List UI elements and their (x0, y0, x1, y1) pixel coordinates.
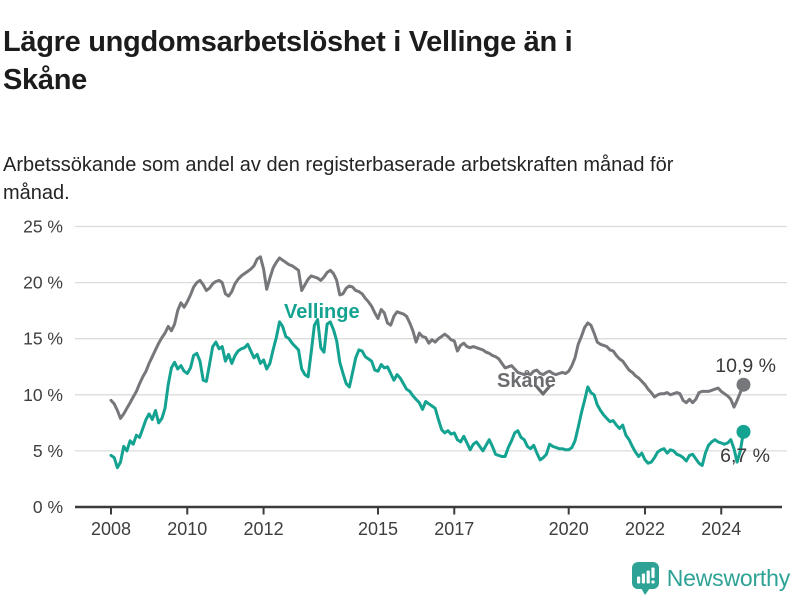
vellinge-end-value-label: 6,7 % (720, 445, 770, 467)
vellinge-line (109, 318, 745, 470)
x-axis-tick-label: 2015 (358, 519, 398, 539)
page-title: Lägre ungdomsarbetslöshet i Vellinge än … (3, 26, 573, 97)
chart-subtitle: Arbetssökande som andel av den registerb… (3, 154, 674, 205)
x-axis-tick-label: 2008 (91, 519, 131, 539)
skane-line (109, 255, 745, 420)
y-axis-tick-label: 15 % (23, 329, 63, 349)
newsworthy-logo[interactable]: Newsworthy (631, 561, 790, 596)
y-axis-tick-label: 5 % (33, 441, 63, 461)
skane-end-value-label: 10,9 % (715, 355, 776, 377)
series-annotation-label: Vellinge (284, 301, 360, 323)
annotation-down-arrow-icon (535, 385, 551, 396)
series-annotation-label: Skåne (497, 369, 556, 392)
x-axis-tick-label: 2024 (701, 519, 741, 539)
x-axis-tick-label: 2017 (434, 519, 474, 539)
newsworthy-logo-text: Newsworthy (666, 565, 790, 591)
newsworthy-bar-chart-speech-bubble-icon (631, 562, 659, 595)
x-axis-tick-label: 2010 (167, 519, 207, 539)
y-axis-tick-label: 0 % (33, 497, 63, 517)
x-axis-tick-label: 2020 (549, 519, 589, 539)
y-axis-tick-label: 25 % (23, 217, 63, 237)
y-axis-tick-label: 20 % (23, 273, 63, 293)
vellinge-end-dot (736, 424, 751, 439)
skane-end-dot (736, 377, 751, 392)
y-axis-tick-label: 10 % (23, 385, 63, 405)
x-axis-tick-label: 2012 (244, 519, 284, 539)
x-axis-tick-label: 2022 (625, 519, 665, 539)
